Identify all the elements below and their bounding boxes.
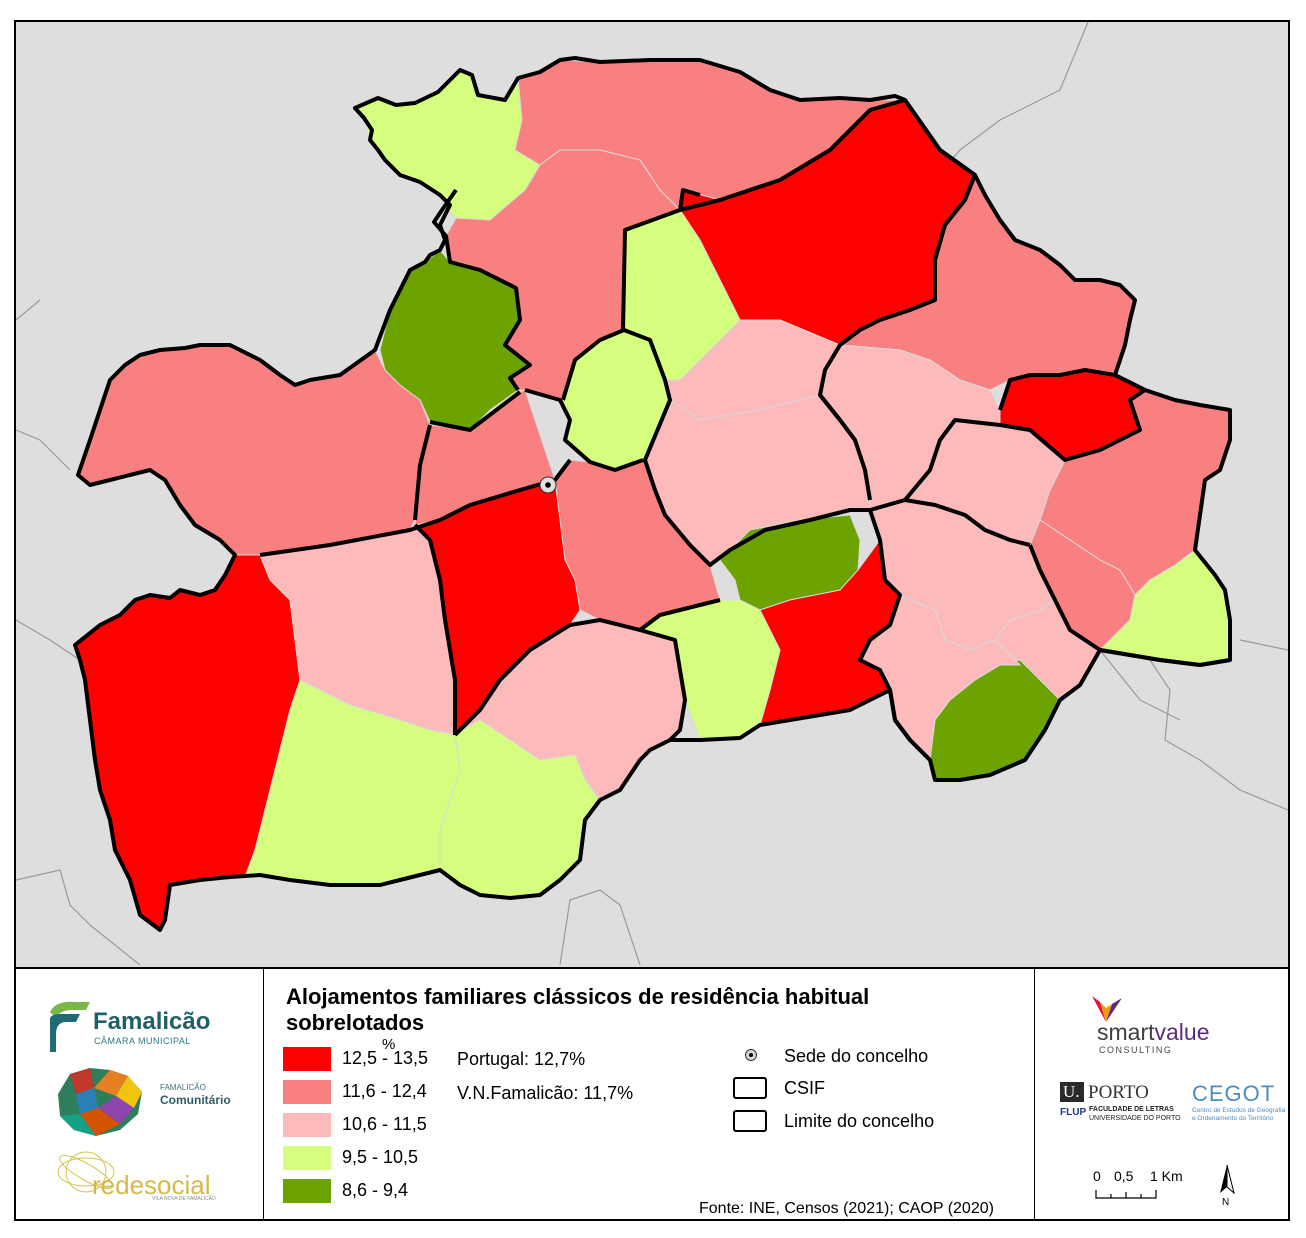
smartvalue-logo-icon — [1092, 996, 1122, 1022]
boundary-symbol — [733, 1110, 767, 1132]
uporto-porto: PORTO — [1088, 1082, 1149, 1103]
seat-symbol-icon — [745, 1049, 757, 1061]
legend-unit: % — [382, 1036, 396, 1053]
comunitario-line2: Comunitário — [160, 1093, 231, 1107]
uporto-u-box — [1060, 1082, 1084, 1102]
csif-symbol — [733, 1077, 767, 1099]
famalicao-logo-icon — [50, 1001, 90, 1052]
scale-tick-0: 0 — [1093, 1168, 1101, 1184]
cegot-line2: e Ordenamento do Território — [1192, 1115, 1274, 1122]
scale-tick-2: 1 Km — [1150, 1168, 1183, 1184]
comunitario-line1: FAMALICÃO — [160, 1083, 206, 1092]
scale-tick-1: 0,5 — [1114, 1168, 1134, 1184]
scale-bar — [1095, 1190, 1157, 1199]
legend-class-label: 9,5 - 10,5 — [342, 1147, 419, 1167]
cegot-logo-name: CEGOT — [1192, 1081, 1276, 1106]
redesocial-logo-name: redesocial — [92, 1170, 211, 1200]
uporto-line1: FACULDADE DE LETRAS — [1089, 1106, 1174, 1113]
north-label: N — [1222, 1197, 1230, 1208]
uporto-u: U. — [1063, 1082, 1080, 1101]
legend-class-label: 12,5 - 13,5 — [342, 1048, 429, 1068]
source-note: Fonte: INE, Censos (2021); CAOP (2020) — [699, 1200, 994, 1217]
municipal-seat-marker — [539, 476, 557, 494]
legend-class-label: 8,6 - 9,4 — [342, 1180, 409, 1200]
legend-swatch — [283, 1047, 331, 1071]
legend-divider-left — [263, 967, 264, 1221]
outside-boundaries — [16, 22, 1288, 966]
smartvalue-name-a: smart — [1097, 1019, 1155, 1045]
legend-swatch — [283, 1113, 331, 1137]
legend-swatch — [283, 1179, 331, 1203]
uporto-flup: FLUP — [1060, 1107, 1087, 1118]
boundary-label: Limite do concelho — [784, 1111, 935, 1131]
famalicao-logo-name: Famalicão — [93, 1008, 211, 1035]
uporto-line2: UNIVERSIDADE DO PORTO — [1089, 1115, 1181, 1122]
legend-title: Alojamentos familiares clássicos de resi… — [286, 984, 870, 1035]
cegot-line1: Centro de Estudos de Geografia — [1192, 1107, 1286, 1114]
choropleth-map — [16, 22, 1288, 967]
smartvalue-logo-subtitle: CONSULTING — [1099, 1045, 1173, 1055]
legend-swatch — [283, 1080, 331, 1104]
smartvalue-name-b: value — [1154, 1019, 1210, 1045]
legend-divider-right — [1034, 967, 1035, 1221]
redesocial-swirl-icon — [57, 1151, 115, 1193]
famalicao-stat: V.N.Famalicão: 11,7% — [457, 1083, 634, 1103]
legend-panel — [14, 967, 1290, 1221]
municipality-boundary — [73, 56, 1232, 932]
legend-swatch — [283, 1146, 331, 1170]
legend-class-label: 10,6 - 11,5 — [342, 1114, 427, 1134]
portugal-stat: Portugal: 12,7% — [457, 1049, 586, 1069]
seat-label: Sede do concelho — [784, 1046, 929, 1066]
famalicao-logo-subtitle: CÂMARA MUNICIPAL — [94, 1036, 191, 1046]
comunitario-map-logo — [58, 1068, 142, 1136]
north-arrow-icon — [1220, 1164, 1235, 1195]
legend-class-label: 11,6 - 12,4 — [342, 1081, 427, 1101]
csif-label: CSIF — [784, 1078, 826, 1098]
redesocial-logo-subtitle: VILA NOVA DE FAMALICÃO — [152, 1196, 216, 1202]
smartvalue-logo-name: smartvalue — [1097, 1019, 1209, 1046]
